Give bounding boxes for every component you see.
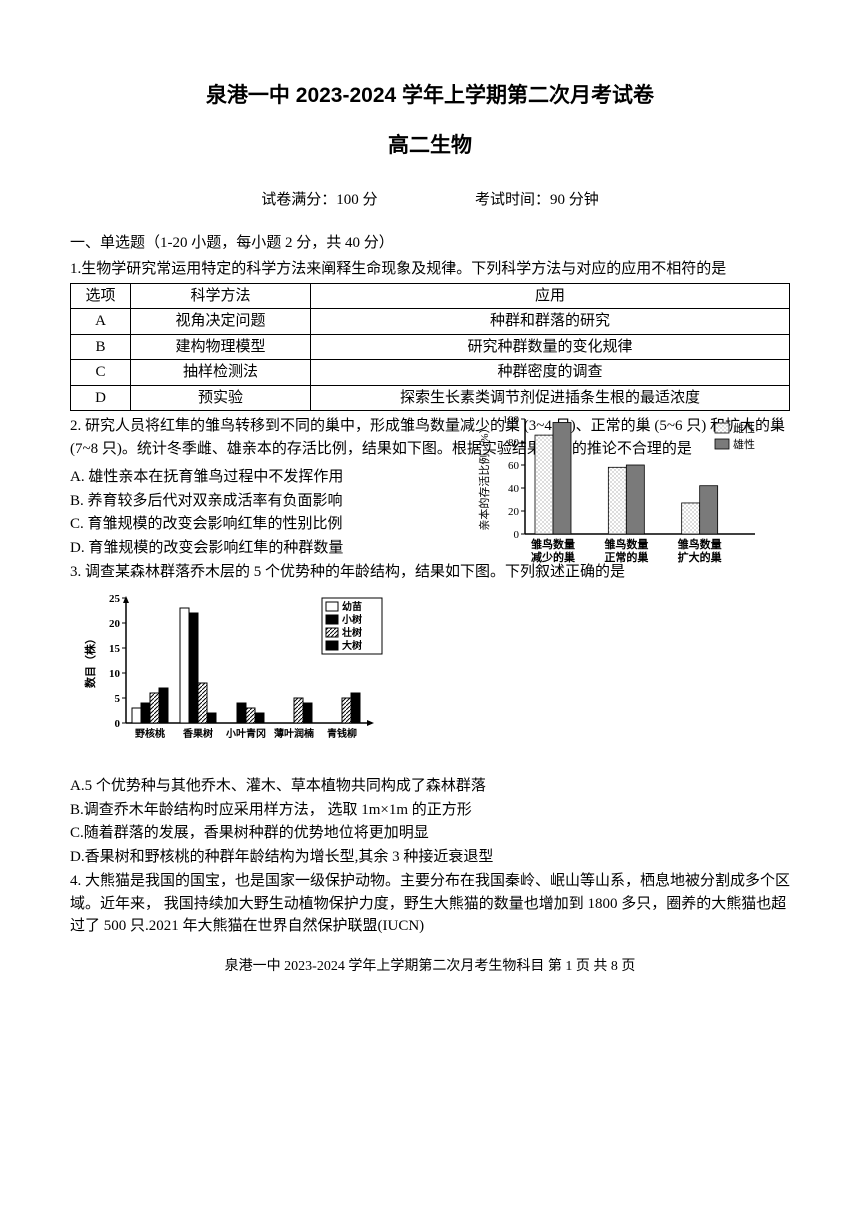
table-row: B 建构物理模型 研究种群数量的变化规律 xyxy=(71,334,790,360)
svg-text:15: 15 xyxy=(109,643,121,655)
time-label: 考试时间：90 分钟 xyxy=(475,192,599,208)
svg-text:雏鸟数量: 雏鸟数量 xyxy=(678,537,722,551)
svg-text:25: 25 xyxy=(109,593,121,605)
svg-text:减少的巢: 减少的巢 xyxy=(531,550,576,564)
svg-text:薄叶润楠: 薄叶润楠 xyxy=(274,727,314,740)
svg-text:香果树: 香果树 xyxy=(183,727,213,740)
q3-opt-c: C.随着群落的发展，香果树种群的优势地位将更加明显 xyxy=(70,822,790,845)
q2-chart: 020406080100亲本的存活比例（%）雏鸟数量减少的巢雏鸟数量正常的巢雏鸟… xyxy=(470,409,790,579)
svg-text:扩大的巢: 扩大的巢 xyxy=(678,550,723,564)
svg-text:0: 0 xyxy=(514,529,520,541)
q1-table: 选项 科学方法 应用 A 视角决定问题 种群和群落的研究 B 建构物理模型 研究… xyxy=(70,283,790,412)
q4-stem: 4. 大熊猫是我国的国宝，也是国家一级保护动物。主要分布在我国秦岭、岷山等山系，… xyxy=(70,870,790,938)
question-4: 4. 大熊猫是我国的国宝，也是国家一级保护动物。主要分布在我国秦岭、岷山等山系，… xyxy=(70,870,790,938)
score-label: 试卷满分：100 分 xyxy=(261,192,377,208)
svg-text:60: 60 xyxy=(508,460,520,472)
question-1: 1.生物学研究常运用特定的科学方法来阐释生命现象及规律。下列科学方法与对应的应用… xyxy=(70,258,790,411)
svg-text:20: 20 xyxy=(109,618,121,630)
svg-text:40: 40 xyxy=(508,483,520,495)
svg-text:青钱柳: 青钱柳 xyxy=(327,727,357,740)
svg-text:10: 10 xyxy=(109,668,121,680)
question-2: 2. 研究人员将红隼的雏鸟转移到不同的巢中，形成雏鸟数量减少的巢 (3~4 只)… xyxy=(70,415,790,559)
svg-text:野核桃: 野核桃 xyxy=(135,727,165,740)
q1-th-0: 选项 xyxy=(71,283,131,309)
svg-text:雏鸟数量: 雏鸟数量 xyxy=(604,537,648,551)
svg-text:20: 20 xyxy=(508,506,520,518)
table-row: A 视角决定问题 种群和群落的研究 xyxy=(71,309,790,335)
q2-opt-b: B. 养育较多后代对双亲成活率有负面影响 xyxy=(70,490,440,513)
q1-th-1: 科学方法 xyxy=(131,283,311,309)
q3-opt-d: D.香果树和野核桃的种群年龄结构为增长型,其余 3 种接近衰退型 xyxy=(70,846,790,869)
svg-text:雌性: 雌性 xyxy=(733,421,755,435)
q1-th-2: 应用 xyxy=(311,283,790,309)
page-footer: 泉港一中 2023-2024 学年上学期第二次月考生物科目 第 1 页 共 8 … xyxy=(70,956,790,977)
q3-opt-b: B.调查乔木年龄结构时应采用样方法， 选取 1m×1m 的正方形 xyxy=(70,799,790,822)
q2-opt-c: C. 育雏规模的改变会影响红隼的性别比例 xyxy=(70,513,440,536)
exam-title-line1: 泉港一中 2023-2024 学年上学期第二次月考试卷 xyxy=(70,80,790,112)
svg-text:小叶青冈: 小叶青冈 xyxy=(225,727,266,740)
svg-text:正常的巢: 正常的巢 xyxy=(604,550,649,564)
q2-opt-a: A. 雄性亲本在抚育雏鸟过程中不发挥作用 xyxy=(70,466,440,489)
svg-text:5: 5 xyxy=(115,693,121,705)
svg-text:亲本的存活比例（%）: 亲本的存活比例（%） xyxy=(477,422,491,530)
svg-text:80: 80 xyxy=(508,437,520,449)
svg-text:雄性: 雄性 xyxy=(733,437,755,451)
svg-text:100: 100 xyxy=(503,414,520,426)
svg-text:雏鸟数量: 雏鸟数量 xyxy=(531,537,575,551)
svg-text:0: 0 xyxy=(115,718,121,730)
question-3: 3. 调查某森林群落乔木层的 5 个优势种的年龄结构，结果如下图。下列叙述正确的… xyxy=(70,561,790,868)
table-row: D 预实验 探索生长素类调节剂促进插条生根的最适浓度 xyxy=(71,385,790,411)
q3-opt-a: A.5 个优势种与其他乔木、灌木、草本植物共同构成了森林群落 xyxy=(70,775,790,798)
exam-info: 试卷满分：100 分 考试时间：90 分钟 xyxy=(70,189,790,212)
table-row: C 抽样检测法 种群密度的调查 xyxy=(71,360,790,386)
section-heading: 一、单选题（1-20 小题，每小题 2 分，共 40 分） xyxy=(70,232,790,255)
svg-text:幼苗: 幼苗 xyxy=(342,600,362,613)
q1-stem: 1.生物学研究常运用特定的科学方法来阐释生命现象及规律。下列科学方法与对应的应用… xyxy=(70,258,790,281)
exam-title-line2: 高二生物 xyxy=(70,130,790,162)
svg-text:数目（株）: 数目（株） xyxy=(83,633,97,688)
q3-chart: 0 5 10 15 20 25 数目（株） 野核桃 香果树小叶青冈薄叶润楠青钱柳 幼苗小树壮树大树 xyxy=(78,590,428,760)
q2-opt-d: D. 育雏规模的改变会影响红隼的种群数量 xyxy=(70,537,440,560)
svg-text:壮树: 壮树 xyxy=(342,626,362,639)
svg-text:大树: 大树 xyxy=(342,639,362,652)
svg-text:小树: 小树 xyxy=(341,613,362,626)
